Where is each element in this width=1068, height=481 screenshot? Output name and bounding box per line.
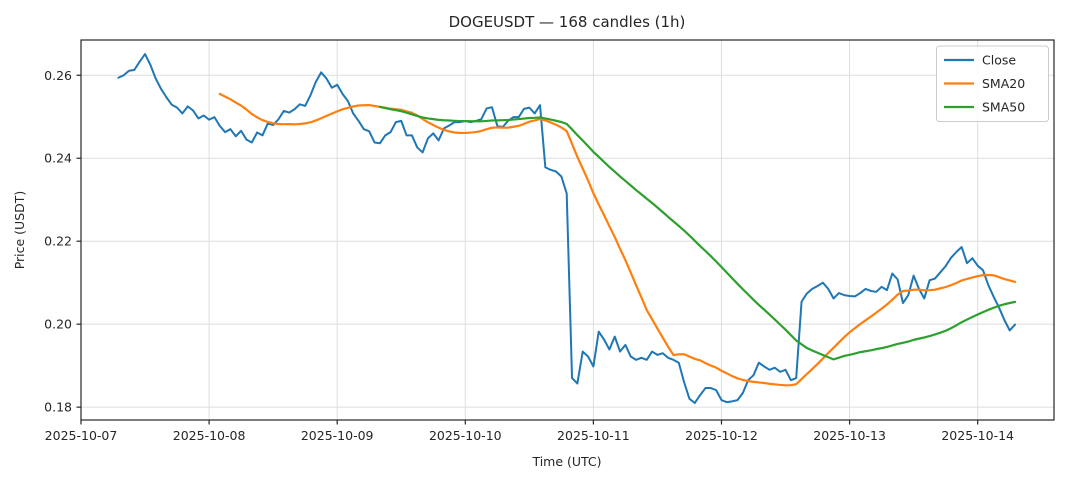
legend-box xyxy=(936,45,1049,122)
legend-label-sma20: SMA20 xyxy=(982,76,1025,91)
x-tick-label: 2025-10-10 xyxy=(429,428,502,443)
y-tick-label: 0.26 xyxy=(44,68,72,83)
x-tick-label: 2025-10-07 xyxy=(45,428,118,443)
series-lines xyxy=(117,53,1017,404)
legend-label-close: Close xyxy=(982,53,1016,68)
x-axis-label: Time (UTC) xyxy=(531,454,601,469)
x-tick-label: 2025-10-11 xyxy=(557,428,630,443)
line-sma50 xyxy=(378,105,1017,361)
chart-title: DOGEUSDT — 168 candles (1h) xyxy=(449,13,686,31)
x-tick-label: 2025-10-12 xyxy=(685,428,758,443)
y-tick-label: 0.18 xyxy=(44,400,72,415)
x-tick-label: 2025-10-09 xyxy=(301,428,374,443)
y-tick-label: 0.24 xyxy=(44,151,72,166)
line-sma20 xyxy=(218,92,1017,387)
y-tick-label: 0.22 xyxy=(44,234,72,249)
plot-border xyxy=(80,39,1055,421)
grid-lines xyxy=(80,40,1054,420)
x-tick-label: 2025-10-08 xyxy=(173,428,246,443)
y-tick-label: 0.20 xyxy=(44,317,72,332)
axis-ticks: 2025-10-07 2025-10-08 2025-10-09 2025-10-10… xyxy=(44,68,1014,443)
x-tick-label: 2025-10-13 xyxy=(813,428,886,443)
legend-label-sma50: SMA50 xyxy=(982,100,1025,115)
y-axis-label: Price (USDT) xyxy=(12,191,27,270)
x-tick-label: 2025-10-14 xyxy=(941,428,1014,443)
legend: Close SMA20 SMA50 xyxy=(936,45,1049,122)
line-close xyxy=(117,53,1017,404)
